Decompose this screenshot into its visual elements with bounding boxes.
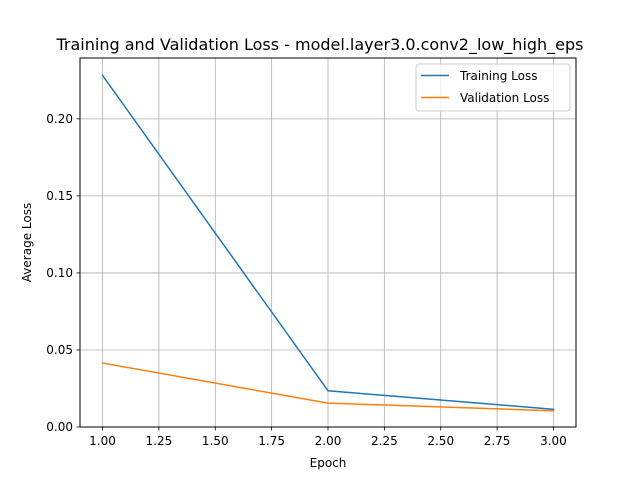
legend: Training Loss Validation Loss [415,63,571,112]
x-tick-label: 2.00 [315,434,342,448]
x-tick-label: 1.00 [89,434,116,448]
x-axis-label: Epoch [310,456,347,470]
validation-loss-legend-label: Validation Loss [460,91,549,105]
training-loss-line [101,74,555,411]
y-axis-label: Average Loss [20,203,34,282]
x-tick-label: 2.50 [427,434,454,448]
grid-lines [80,58,576,428]
x-tick-label: 2.25 [371,434,398,448]
y-tick-label: 0.00 [46,420,73,434]
y-tick-label: 0.10 [46,266,73,280]
validation-loss-line [101,362,555,412]
axis-ticks: 1.00 1.25 1.50 1.75 2.00 2.25 2.50 2.75 3.00 0.00… [46,112,567,448]
y-tick-label: 0.15 [46,189,73,203]
x-tick-label: 1.25 [146,434,173,448]
x-tick-label: 1.75 [258,434,285,448]
x-tick-label: 2.75 [484,434,511,448]
series-lines [101,74,555,412]
y-tick-label: 0.20 [46,112,73,126]
y-tick-label: 0.05 [46,343,73,357]
training-loss-legend-label: Training Loss [459,69,537,83]
legend-frame [415,63,571,112]
x-tick-label: 3.00 [540,434,567,448]
x-tick-label: 1.50 [202,434,229,448]
chart-title: Training and Validation Loss - model.lay… [55,35,583,55]
